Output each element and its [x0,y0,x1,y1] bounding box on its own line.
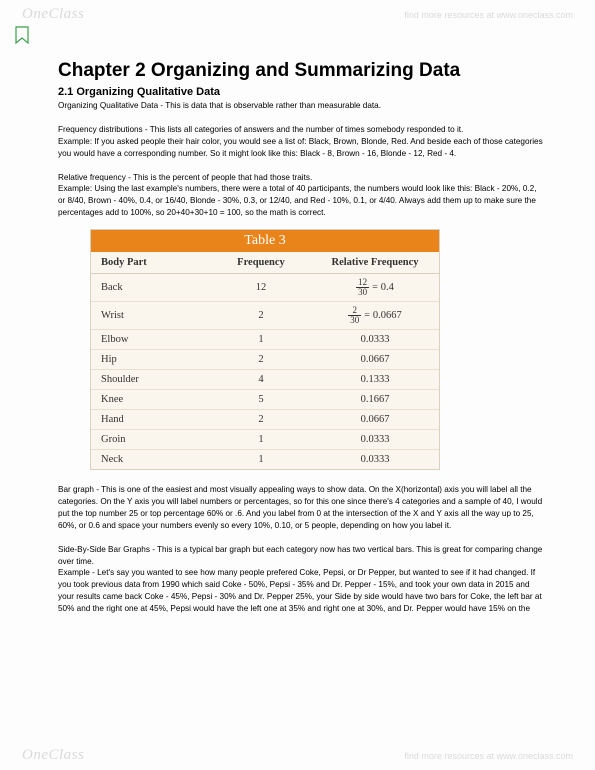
brand-logo-bottom: OneClass [22,747,84,764]
section-title: 2.1 Organizing Qualitative Data [58,86,546,98]
frequency-table: Table 3 Body Part Frequency Relative Fre… [90,229,440,470]
para-bargraph: Bar graph - This is one of the easiest a… [58,484,546,532]
table-row: Hip20.0667 [91,350,439,370]
para-freqdist-example: Example: If you asked people their hair … [58,136,546,160]
table-row: Neck10.0333 [91,450,439,470]
table-row: Hand20.0667 [91,410,439,430]
watermark-tagline-top: find more resources at www.oneclass.com [404,10,573,20]
table-row: Knee50.1667 [91,390,439,410]
cell-freq: 12 [211,274,311,302]
cell-part: Back [91,274,211,302]
cell-freq: 4 [211,370,311,390]
cell-freq: 1 [211,430,311,450]
cell-freq: 2 [211,410,311,430]
watermark-tagline-bottom: find more resources at www.oneclass.com [404,751,573,761]
cell-freq: 1 [211,450,311,470]
cell-part: Elbow [91,330,211,350]
cell-relfreq: 230=0.0667 [311,302,439,330]
table-row: Elbow10.0333 [91,330,439,350]
table-row: Back121230=0.4 [91,274,439,302]
cell-relfreq: 1230=0.4 [311,274,439,302]
cell-relfreq: 0.0333 [311,430,439,450]
watermark-bottom: OneClass find more resources at www.onec… [0,747,595,764]
cell-relfreq: 0.1333 [311,370,439,390]
chapter-title: Chapter 2 Organizing and Summarizing Dat… [58,60,546,82]
table-body: Body Part Frequency Relative Frequency B… [91,252,439,469]
table-row: Shoulder40.1333 [91,370,439,390]
cell-part: Neck [91,450,211,470]
table-title: Table 3 [91,230,439,252]
table-row: Wrist2230=0.0667 [91,302,439,330]
col-header-relfreq: Relative Frequency [311,252,439,274]
cell-part: Shoulder [91,370,211,390]
cell-part: Wrist [91,302,211,330]
document-page: Chapter 2 Organizing and Summarizing Dat… [58,60,546,623]
cell-part: Hip [91,350,211,370]
para-relfreq-example: Example: Using the last example's number… [58,183,546,219]
para-sidebyside-example: Example - Let's say you wanted to see ho… [58,567,546,615]
cell-part: Hand [91,410,211,430]
para-freqdist: Frequency distributions - This lists all… [58,124,546,136]
brand-logo-top: OneClass [22,6,84,23]
para-relfreq: Relative frequency - This is the percent… [58,172,546,184]
table-header-row: Body Part Frequency Relative Frequency [91,252,439,274]
bookmark-tab-icon [14,25,30,45]
cell-relfreq: 0.1667 [311,390,439,410]
para-sidebyside: Side-By-Side Bar Graphs - This is a typi… [58,544,546,568]
para-intro: Organizing Qualitative Data - This is da… [58,100,546,112]
cell-part: Groin [91,430,211,450]
cell-part: Knee [91,390,211,410]
cell-relfreq: 0.0667 [311,350,439,370]
cell-freq: 5 [211,390,311,410]
cell-relfreq: 0.0667 [311,410,439,430]
col-header-part: Body Part [91,252,211,274]
cell-freq: 2 [211,350,311,370]
cell-freq: 1 [211,330,311,350]
cell-relfreq: 0.0333 [311,330,439,350]
table-row: Groin10.0333 [91,430,439,450]
cell-relfreq: 0.0333 [311,450,439,470]
col-header-freq: Frequency [211,252,311,274]
watermark-top: OneClass find more resources at www.onec… [0,6,595,23]
cell-freq: 2 [211,302,311,330]
